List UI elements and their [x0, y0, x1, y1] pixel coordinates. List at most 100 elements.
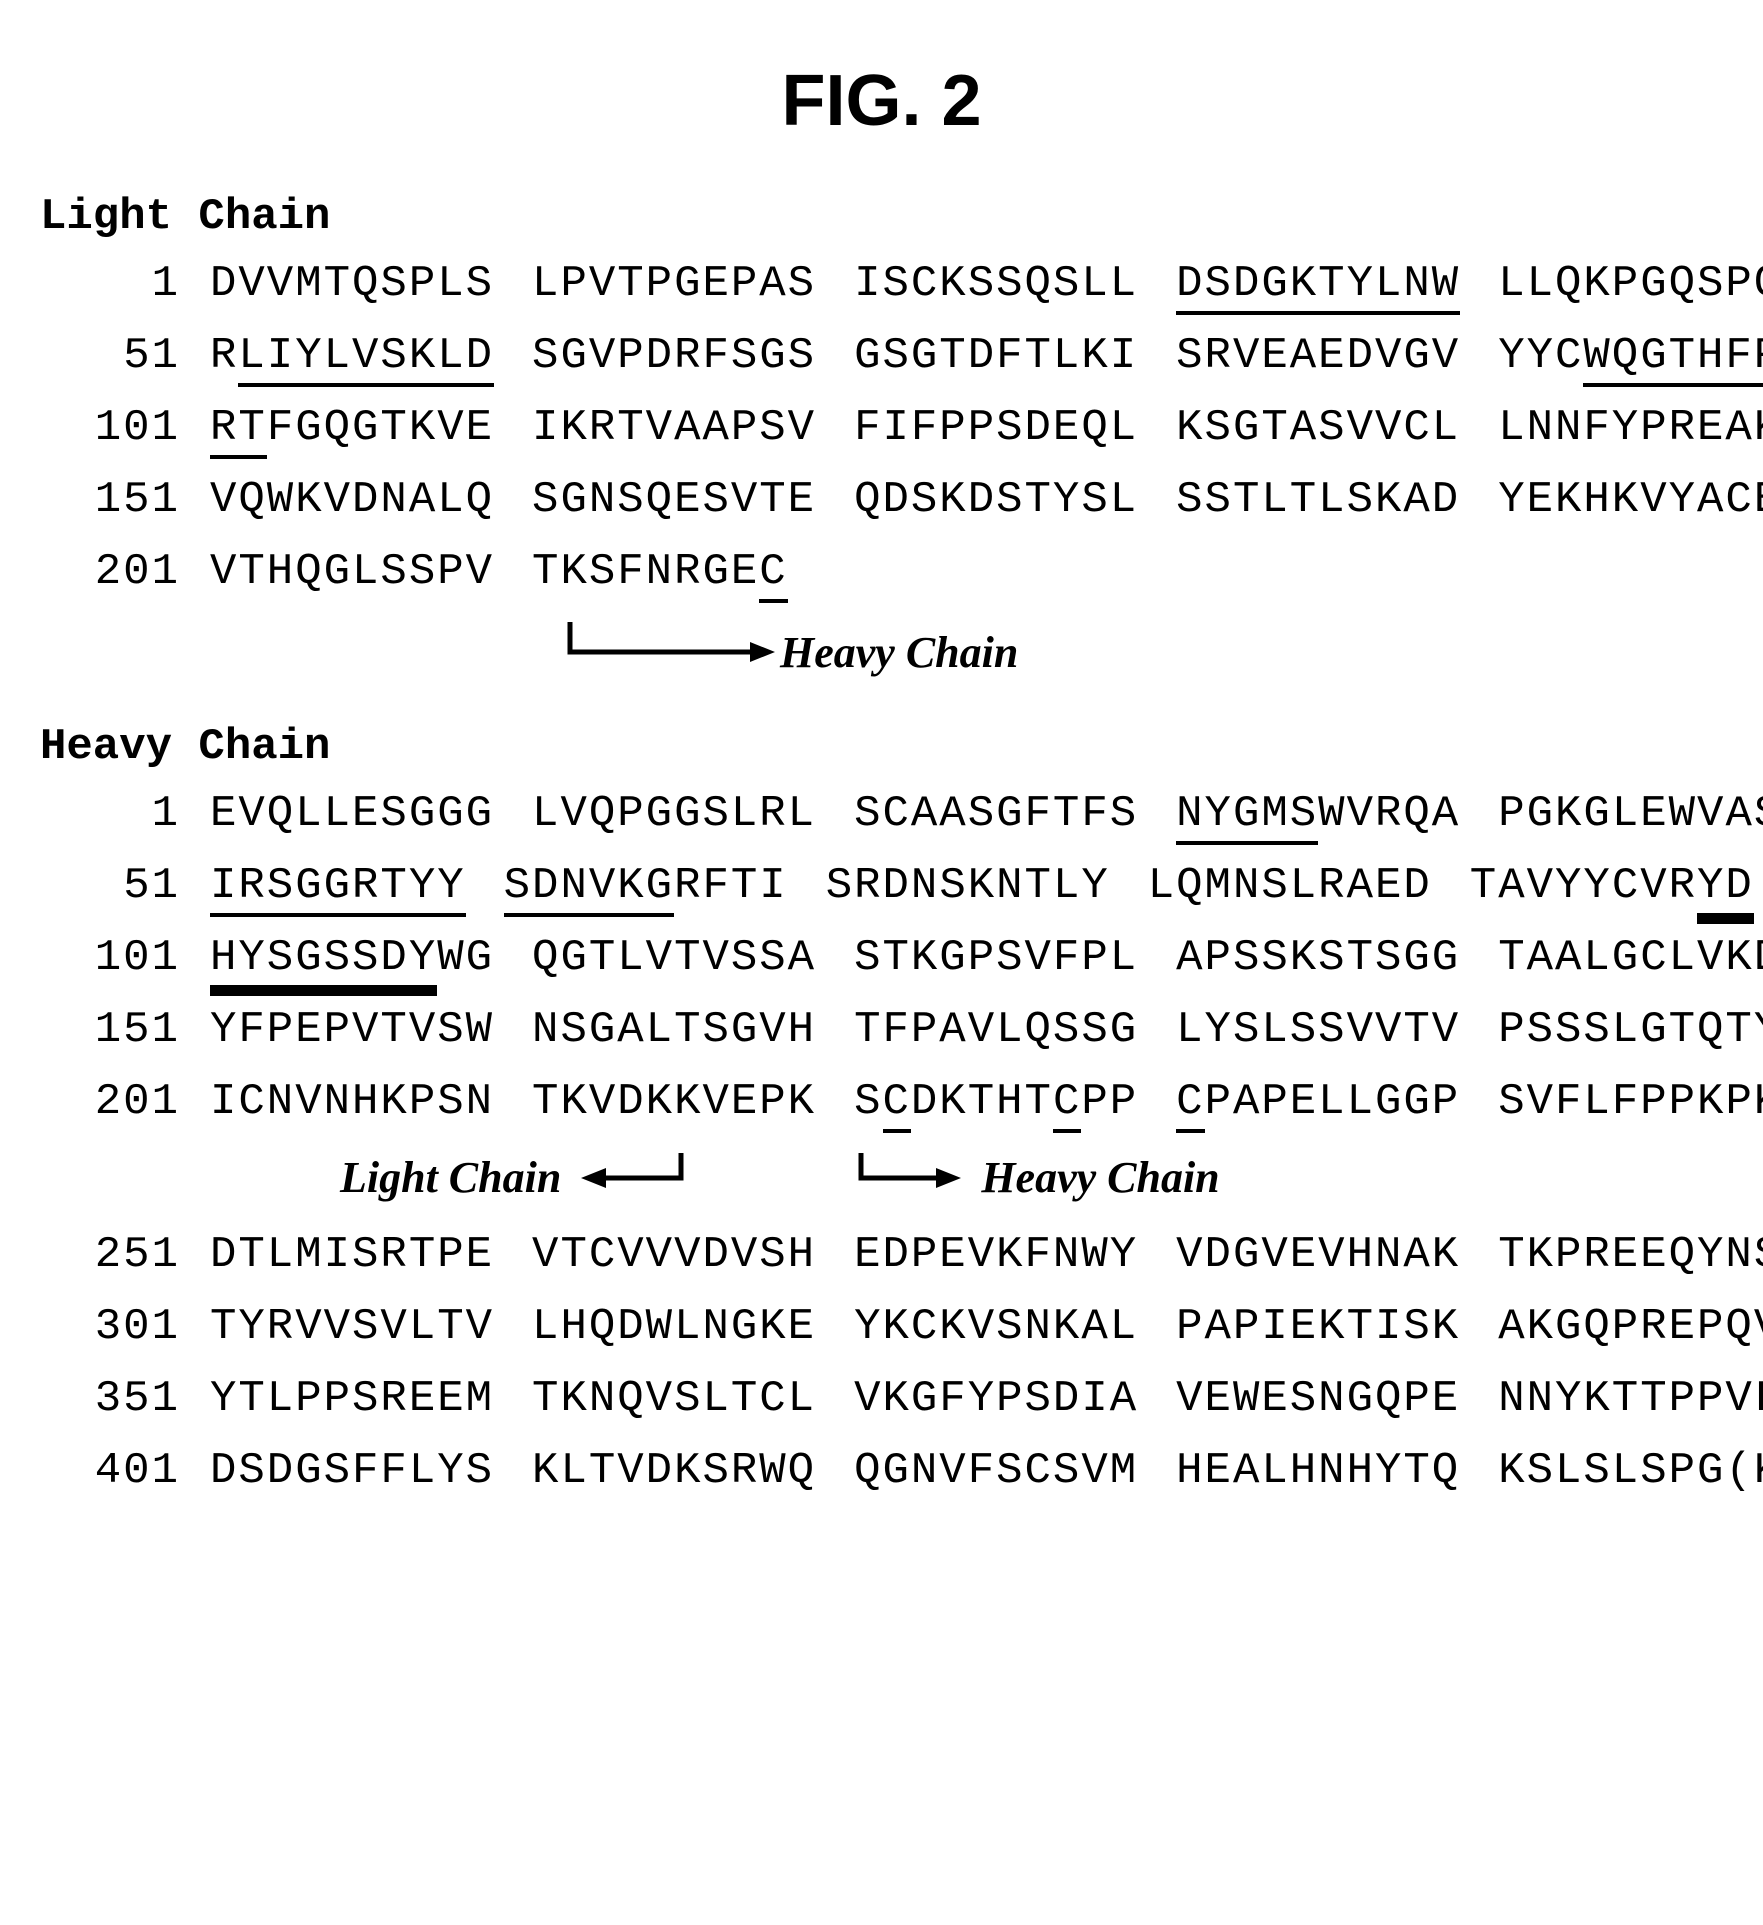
- seq-text: YYC: [1498, 331, 1583, 381]
- seq-block: NSGALTSGVH: [532, 1008, 816, 1052]
- seq-block: DSDGSFFLYS: [210, 1449, 494, 1493]
- disulfide-pair-row: Light Chain Heavy Chain: [40, 1152, 1723, 1203]
- seq-block: RLIYLVSKLD: [210, 334, 494, 378]
- seq-block: NNYKTTPPVL: [1498, 1377, 1763, 1421]
- seq-block: CPAPELLGGP: [1176, 1080, 1460, 1124]
- seq-block: TAALGCLVKD: [1498, 936, 1763, 980]
- seq-block: TKPREEQYNS: [1498, 1233, 1763, 1277]
- seq-block: EVQLLESGGG: [210, 792, 494, 836]
- double-underlined-seq: YD: [1697, 861, 1754, 917]
- seq-text: WG: [437, 933, 494, 983]
- position-label: 101: [40, 936, 210, 980]
- seq-block: IKRTVAAPSV: [532, 406, 816, 450]
- light-chain-header: Light Chain: [40, 192, 1723, 242]
- seq-block: TKNQVSLTCL: [532, 1377, 816, 1421]
- seq-block: TYRVVSVLTV: [210, 1305, 494, 1349]
- seq-row: 101 RTFGQGTKVE IKRTVAAPSV FIFPPSDEQL KSG…: [40, 406, 1723, 450]
- seq-block: PAPIEKTISK: [1176, 1305, 1460, 1349]
- seq-block: GSGTDFTLKI: [854, 334, 1138, 378]
- position-label: 1: [40, 262, 210, 306]
- position-label: 51: [40, 334, 210, 378]
- seq-text: DKTHT: [911, 1077, 1053, 1127]
- seq-row: 301 TYRVVSVLTV LHQDWLNGKE YKCKVSNKAL PAP…: [40, 1305, 1723, 1349]
- seq-row: 151 VQWKVDNALQ SGNSQESVTE QDSKDSTYSL SST…: [40, 478, 1723, 522]
- seq-row: 201 ICNVNHKPSN TKVDKKVEPK SCDKTHTCPP CPA…: [40, 1080, 1723, 1124]
- seq-text: WVRQA: [1318, 789, 1460, 839]
- heavy-chain-annotation: Heavy Chain: [780, 627, 1018, 678]
- seq-block: TFPAVLQSSG: [854, 1008, 1138, 1052]
- double-underlined-seq: HYSGSSDY: [210, 933, 437, 989]
- underlined-seq: WQGTHFP: [1583, 331, 1763, 387]
- position-label: 401: [40, 1449, 210, 1493]
- seq-block: LQMNSLRAED: [1148, 864, 1432, 908]
- seq-block: ISCKSSQSLL: [854, 262, 1138, 306]
- heavy-chain-header: Heavy Chain: [40, 722, 1723, 772]
- seq-block: LYSLSSVVTV: [1176, 1008, 1460, 1052]
- seq-block: APSSKSTSGG: [1176, 936, 1460, 980]
- position-label: 251: [40, 1233, 210, 1277]
- seq-block: LVQPGGSLRL: [532, 792, 816, 836]
- seq-block: HYSGSSDYWG: [210, 936, 494, 980]
- underlined-seq: LIYLVSKLD: [238, 331, 494, 387]
- arrow-left-icon: [581, 1153, 691, 1203]
- seq-block: YYCWQGTHFP: [1498, 334, 1763, 378]
- seq-block: STKGPSVFPL: [854, 936, 1138, 980]
- seq-block: SRVEAEDVGV: [1176, 334, 1460, 378]
- seq-block: ICNVNHKPSN: [210, 1080, 494, 1124]
- seq-block: TAVYYCVRYD: [1470, 864, 1754, 908]
- seq-row: 1 EVQLLESGGG LVQPGGSLRL SCAASGFTFS NYGMS…: [40, 792, 1723, 836]
- seq-block: SCDKTHTCPP: [854, 1080, 1138, 1124]
- seq-block: QGNVFSCSVM: [854, 1449, 1138, 1493]
- seq-block: YTLPPSREEM: [210, 1377, 494, 1421]
- seq-block: SVFLFPPKPK: [1498, 1080, 1763, 1124]
- seq-block: YEKHKVYACE: [1498, 478, 1763, 522]
- disulfide-arrow-row: Heavy Chain: [40, 622, 1723, 682]
- seq-block: DVVMTQSPLS: [210, 262, 494, 306]
- seq-block: NYGMSWVRQA: [1176, 792, 1460, 836]
- seq-row: 151 YFPEPVTVSW NSGALTSGVH TFPAVLQSSG LYS…: [40, 1008, 1723, 1052]
- seq-block: PSSSLGTQTY: [1498, 1008, 1763, 1052]
- seq-block: LPVTPGEPAS: [532, 262, 816, 306]
- seq-text: PP: [1081, 1077, 1138, 1127]
- underlined-seq: IRSGGRTYY: [210, 861, 466, 917]
- position-label: 201: [40, 1080, 210, 1124]
- seq-block: RTFGQGTKVE: [210, 406, 494, 450]
- seq-block: VQWKVDNALQ: [210, 478, 494, 522]
- position-label: 51: [40, 864, 210, 908]
- seq-row: 1 DVVMTQSPLS LPVTPGEPAS ISCKSSQSLL DSDGK…: [40, 262, 1723, 306]
- seq-block: VKGFYPSDIA: [854, 1377, 1138, 1421]
- seq-text: R: [210, 331, 238, 381]
- position-label: 101: [40, 406, 210, 450]
- position-label: 1: [40, 792, 210, 836]
- underlined-seq: SDNVKG: [504, 861, 674, 917]
- seq-block: SRDNSKNTLY: [826, 864, 1110, 908]
- seq-block: AKGQPREPQV: [1498, 1305, 1763, 1349]
- seq-row: 51 RLIYLVSKLD SGVPDRFSGS GSGTDFTLKI SRVE…: [40, 334, 1723, 378]
- underlined-seq: RT: [210, 403, 267, 459]
- seq-block: LNNFYPREAK: [1498, 406, 1763, 450]
- seq-block: HEALHNHYTQ: [1176, 1449, 1460, 1493]
- seq-row: 101 HYSGSSDYWG QGTLVTVSSA STKGPSVFPL APS…: [40, 936, 1723, 980]
- seq-text: PAPELLGGP: [1205, 1077, 1461, 1127]
- seq-block: DTLMISRTPE: [210, 1233, 494, 1277]
- seq-block: SCAASGFTFS: [854, 792, 1138, 836]
- seq-block: YFPEPVTVSW: [210, 1008, 494, 1052]
- seq-row: 251 DTLMISRTPE VTCVVVDVSH EDPEVKFNWY VDG…: [40, 1233, 1723, 1277]
- seq-block: PGKGLEWVAS: [1498, 792, 1763, 836]
- seq-text: RFTI: [674, 861, 788, 911]
- seq-block: EDPEVKFNWY: [854, 1233, 1138, 1277]
- position-label: 201: [40, 550, 210, 594]
- seq-block: KLTVDKSRWQ: [532, 1449, 816, 1493]
- seq-block: LHQDWLNGKE: [532, 1305, 816, 1349]
- seq-block: QGTLVTVSSA: [532, 936, 816, 980]
- arrow-icon: [560, 622, 780, 682]
- seq-block: VTCVVVDVSH: [532, 1233, 816, 1277]
- cys-marker: C: [883, 1077, 911, 1133]
- seq-block: VTHQGLSSPV: [210, 550, 494, 594]
- seq-row: 351 YTLPPSREEM TKNQVSLTCL VKGFYPSDIA VEW…: [40, 1377, 1723, 1421]
- seq-block: FIFPPSDEQL: [854, 406, 1138, 450]
- seq-text: S: [854, 1077, 882, 1127]
- position-label: 151: [40, 478, 210, 522]
- seq-block: LLQKPGQSPQ: [1498, 262, 1763, 306]
- seq-block: VEWESNGQPE: [1176, 1377, 1460, 1421]
